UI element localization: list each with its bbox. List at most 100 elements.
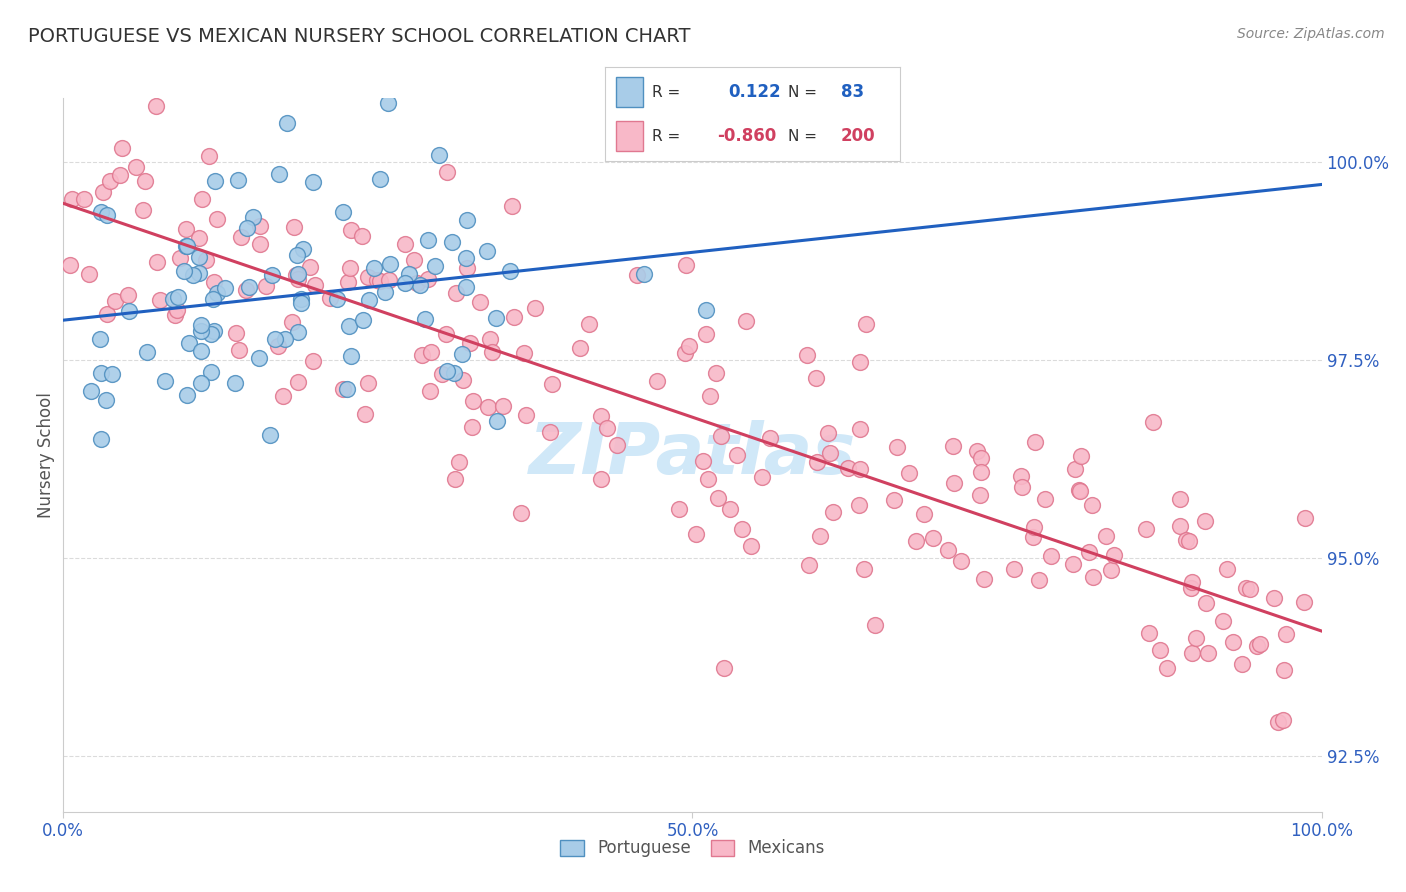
Point <box>190 376 212 391</box>
Point <box>1249 637 1271 651</box>
Point <box>1185 632 1208 646</box>
Text: 0.122: 0.122 <box>728 83 782 101</box>
Point <box>134 173 156 187</box>
Point <box>478 332 501 346</box>
Point <box>101 368 124 382</box>
Point <box>174 222 197 236</box>
Point <box>242 211 264 225</box>
Point <box>336 382 359 396</box>
Text: R =: R = <box>652 85 681 100</box>
Point <box>1234 581 1257 595</box>
Point <box>492 400 515 414</box>
Legend: Portuguese, Mexicans: Portuguese, Mexicans <box>554 833 831 864</box>
Point <box>538 425 561 440</box>
Point <box>541 376 564 391</box>
Text: N =: N = <box>787 85 817 100</box>
Point <box>1194 514 1216 528</box>
Point <box>699 388 721 402</box>
Point <box>735 314 758 328</box>
Point <box>451 347 474 361</box>
Point <box>740 539 762 553</box>
Point <box>326 292 349 306</box>
Point <box>249 236 271 251</box>
Point <box>202 58 225 72</box>
Point <box>1239 582 1261 596</box>
Point <box>181 268 204 282</box>
Point <box>1216 562 1239 576</box>
Point <box>513 345 536 359</box>
Point <box>855 317 877 331</box>
Point <box>98 174 121 188</box>
Point <box>284 268 307 282</box>
Point <box>751 470 773 484</box>
Point <box>174 239 197 253</box>
Point <box>285 248 308 262</box>
Point <box>596 421 619 435</box>
Point <box>808 528 831 542</box>
Point <box>187 267 209 281</box>
Text: N =: N = <box>787 128 817 144</box>
Point <box>727 448 749 462</box>
Point <box>427 148 450 162</box>
Point <box>190 324 212 338</box>
Point <box>263 332 285 346</box>
Text: 83: 83 <box>841 83 863 101</box>
Point <box>363 260 385 275</box>
Point <box>187 250 209 264</box>
Point <box>796 348 818 362</box>
Point <box>1294 510 1316 524</box>
Point <box>132 202 155 217</box>
Point <box>647 374 669 388</box>
Point <box>673 345 696 359</box>
Point <box>287 325 309 339</box>
Point <box>190 318 212 332</box>
Text: R =: R = <box>652 128 681 144</box>
Point <box>146 255 169 269</box>
Point <box>1099 563 1122 577</box>
Point <box>696 471 718 485</box>
Point <box>89 332 111 346</box>
Point <box>269 167 291 181</box>
Point <box>103 294 125 309</box>
Point <box>848 498 870 512</box>
Point <box>1156 661 1178 675</box>
Point <box>912 507 935 521</box>
Point <box>60 192 83 206</box>
Point <box>190 344 212 359</box>
Point <box>281 315 304 329</box>
Point <box>202 324 225 338</box>
Point <box>149 293 172 308</box>
Point <box>1135 522 1157 536</box>
Point <box>90 205 112 219</box>
Point <box>823 505 845 519</box>
Point <box>108 168 131 182</box>
Point <box>228 343 250 357</box>
Point <box>943 475 966 490</box>
Point <box>1246 639 1268 653</box>
Point <box>145 99 167 113</box>
Point <box>568 341 591 355</box>
Point <box>523 301 546 315</box>
Point <box>820 446 842 460</box>
Point <box>287 271 309 285</box>
Point <box>461 394 484 409</box>
Point <box>319 291 342 305</box>
Point <box>633 267 655 281</box>
Point <box>378 257 401 271</box>
Point <box>1197 646 1219 660</box>
Point <box>849 355 872 369</box>
Point <box>200 365 222 379</box>
Point <box>481 345 503 359</box>
Point <box>1095 528 1118 542</box>
Point <box>1195 596 1218 610</box>
Point <box>190 192 212 206</box>
Point <box>668 502 690 516</box>
Point <box>290 292 312 306</box>
Point <box>468 294 491 309</box>
Point <box>200 327 222 342</box>
Point <box>969 488 991 502</box>
Point <box>166 303 188 318</box>
Point <box>337 319 360 334</box>
Point <box>804 371 827 385</box>
Point <box>368 274 391 288</box>
